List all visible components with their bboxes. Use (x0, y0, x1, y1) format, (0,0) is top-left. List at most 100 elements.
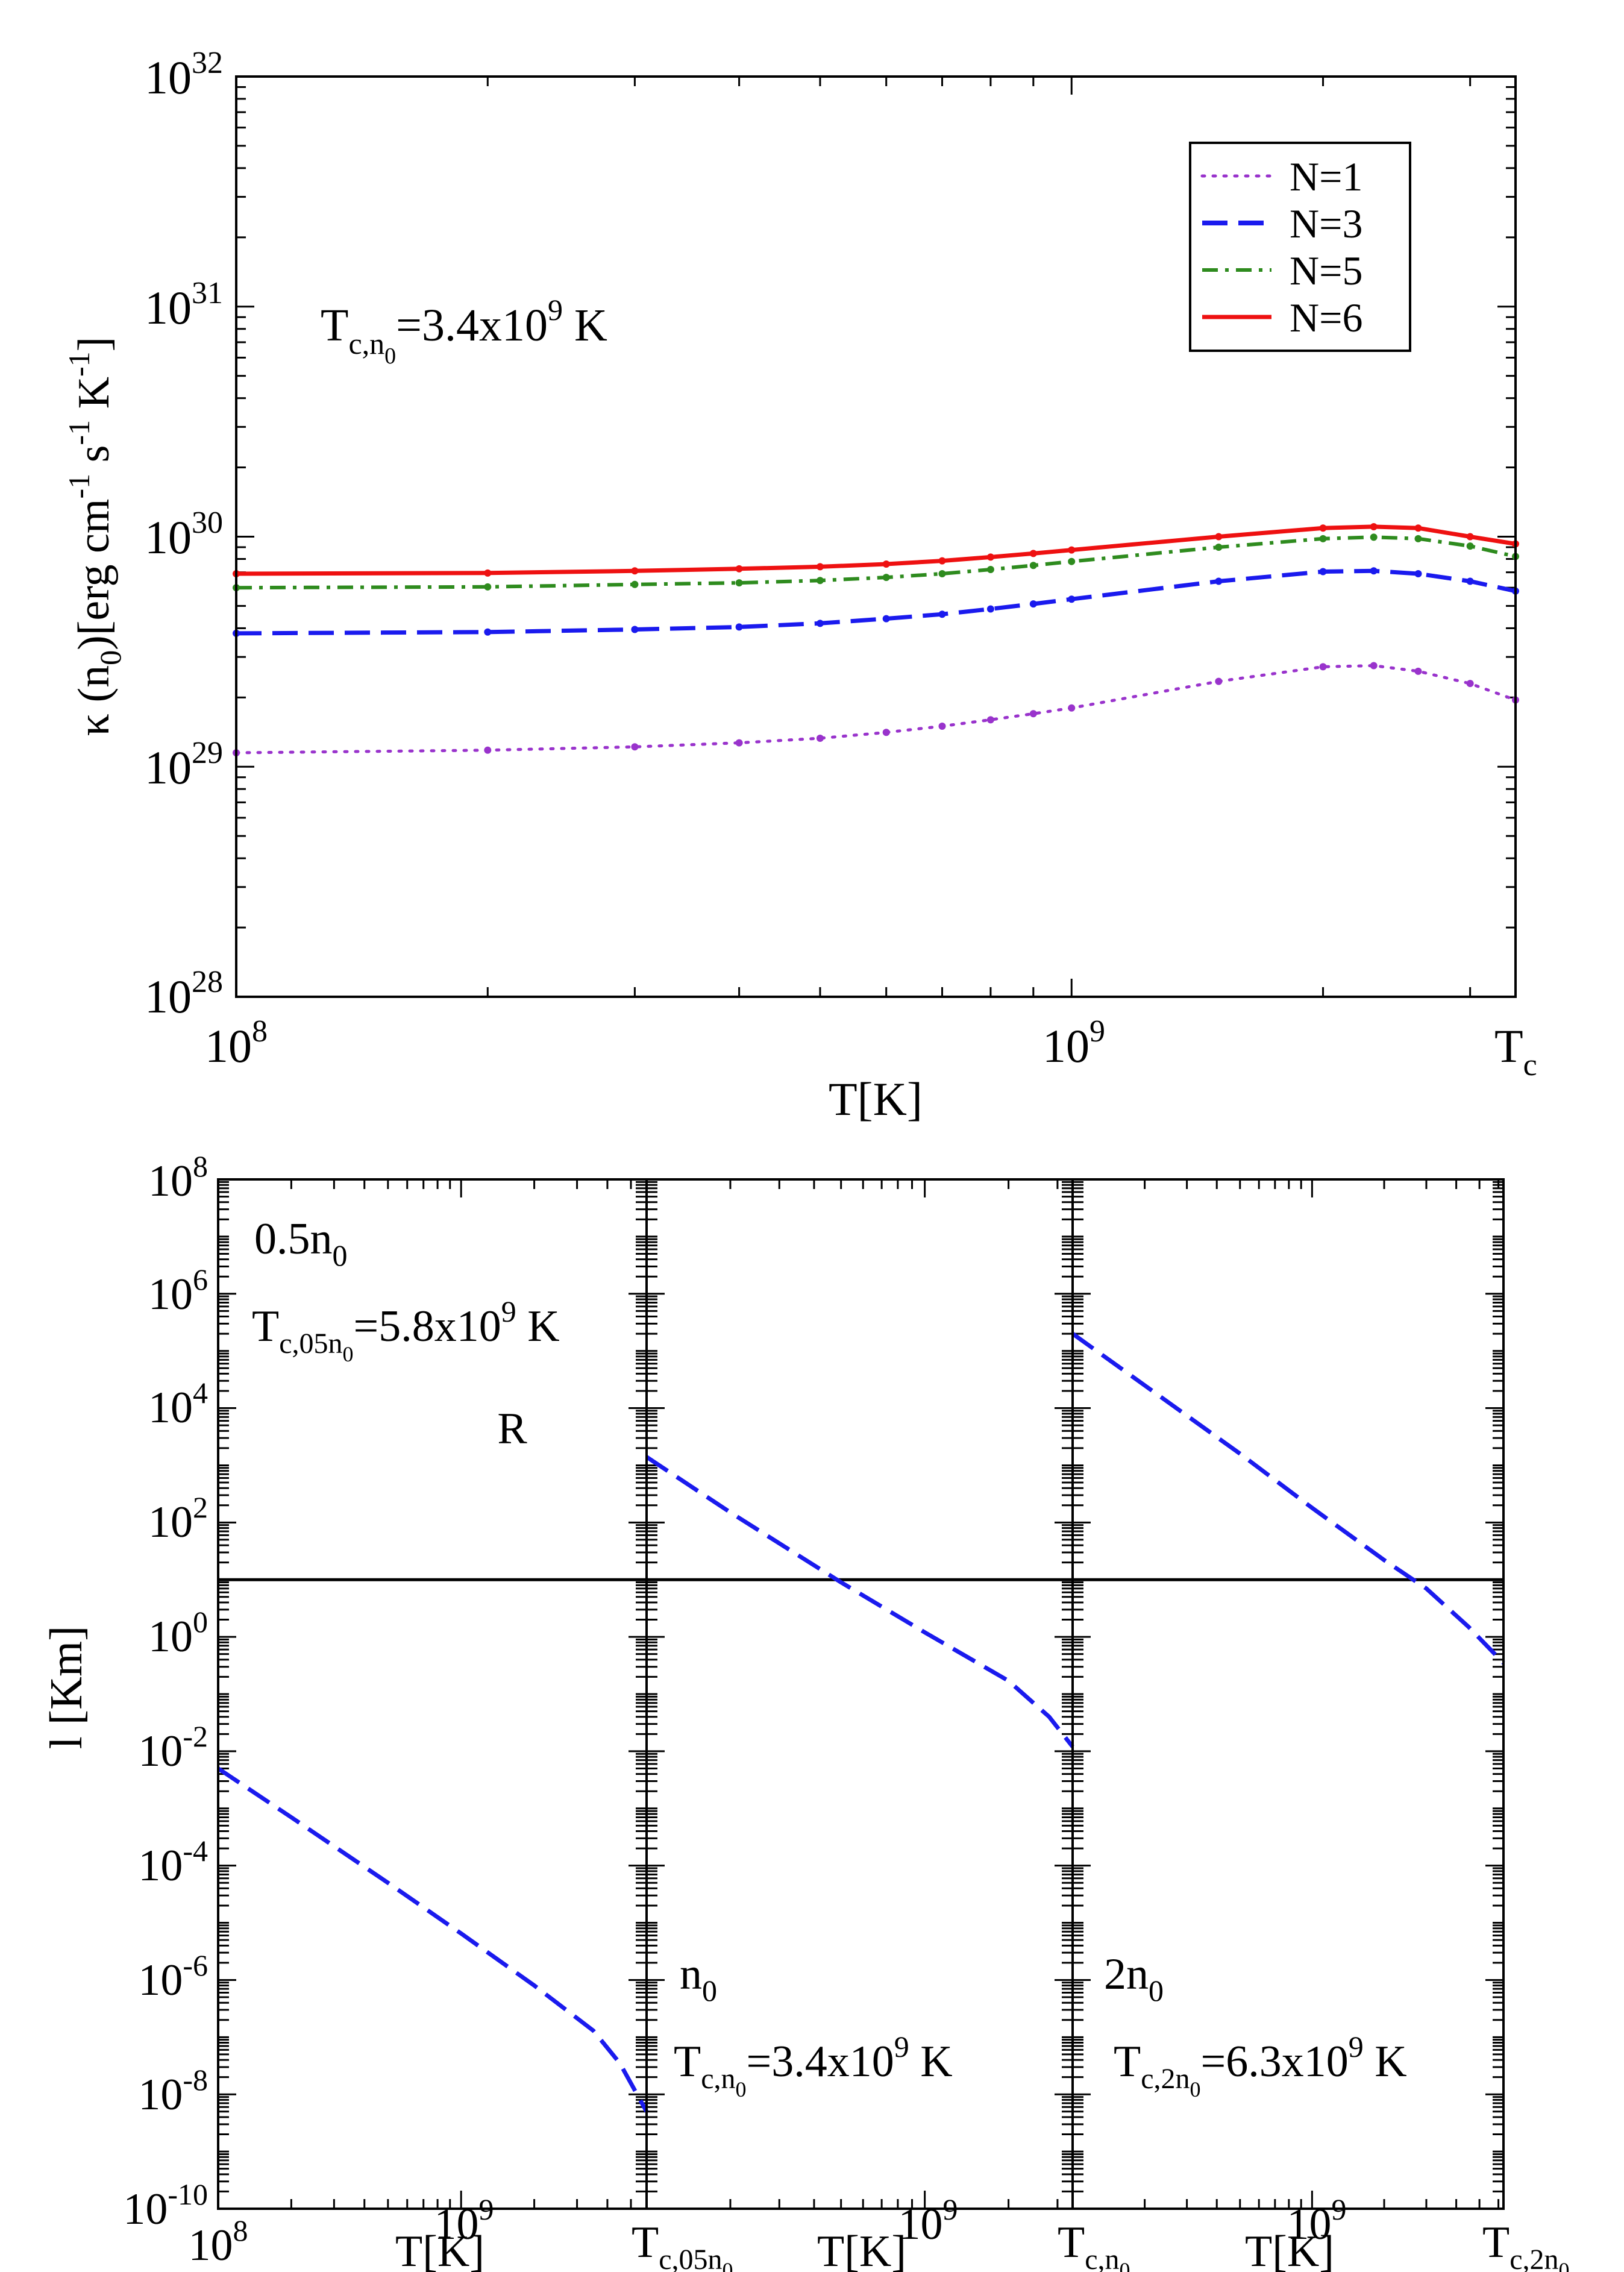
panel-annotation-density: 2n0 (1104, 1950, 1164, 2007)
x-tick-label: 109 (1287, 2192, 1347, 2249)
data-point (1319, 535, 1327, 542)
data-point (1215, 577, 1223, 585)
data-point (631, 567, 639, 575)
data-point (938, 557, 946, 565)
x-tick-label: 108 (205, 1014, 268, 1072)
series-line-n3 (236, 568, 1516, 636)
legend: N=1 N=3 N=5 N=6 (1189, 142, 1411, 352)
data-point (1319, 524, 1327, 532)
panel-annotation-tc: Tc,n0=3.4x109 K (674, 2030, 953, 2101)
series-line-n6 (236, 524, 1516, 576)
y-tick-label: 1030 (145, 506, 223, 563)
y-tick-label: 1032 (145, 46, 223, 104)
data-point (1215, 677, 1223, 685)
data-point (938, 723, 946, 730)
data-point (986, 716, 994, 724)
x-tick-label: 109 (1042, 1014, 1105, 1072)
data-point (986, 553, 994, 561)
x-axis-label: T[K] (829, 1073, 923, 1125)
panel-3-series-line (1071, 1332, 1505, 1665)
data-point (1068, 595, 1076, 603)
data-point (1370, 567, 1378, 575)
panel-annotation-tc: Tc,05n0=5.8x109 K (252, 1294, 560, 1366)
data-point (1215, 543, 1223, 551)
data-point (1466, 680, 1474, 688)
data-point (1370, 662, 1378, 670)
data-point (1319, 663, 1327, 671)
data-point (882, 729, 890, 736)
x-axis-label: T[K] (1245, 2227, 1334, 2272)
data-point (735, 579, 743, 587)
data-point (1215, 533, 1223, 541)
tc-annotation: Tc,n0=3.4x109 K (321, 293, 607, 369)
data-point (735, 623, 743, 631)
data-point (631, 626, 639, 633)
data-point (986, 605, 994, 613)
panel-annotation-density: 0.5n0 (254, 1214, 348, 1272)
data-point (1029, 562, 1037, 570)
data-point (816, 734, 824, 742)
data-point (986, 565, 994, 573)
data-point (484, 583, 492, 591)
legend-label: N=6 (1290, 295, 1362, 340)
data-point (938, 610, 946, 618)
length-chart: 10-10 10-8 10-6 10-4 10-2 100 102 104 10… (41, 1149, 1570, 2272)
x-tick-label-tc: Tc,2n0 (1482, 2218, 1570, 2272)
length-chart-series (217, 1332, 1505, 2113)
data-point (484, 569, 492, 577)
data-point (1029, 710, 1037, 718)
y-tick-label: 10-10 (123, 2177, 208, 2234)
y-tick-label: 1028 (145, 965, 223, 1023)
data-point (735, 565, 743, 573)
data-point (1466, 542, 1474, 550)
length-chart-ticks (218, 1179, 1503, 2210)
x-tick-label-tc: Tc,n0 (1058, 2218, 1130, 2272)
x-tick-label: 109 (898, 2192, 958, 2249)
data-point (1414, 524, 1422, 532)
data-point (816, 620, 824, 627)
data-point (938, 570, 946, 578)
panel-annotation-tc: Tc,2n0=6.3x109 K (1114, 2030, 1407, 2101)
data-point (1414, 535, 1422, 542)
kappa-chart-frame (235, 75, 1517, 998)
legend-label: N=3 (1290, 201, 1362, 246)
data-point (1319, 568, 1327, 576)
reference-line-label: R (497, 1404, 527, 1454)
panel-1-series-line (217, 1766, 649, 2113)
y-axis-label: l [Km] (41, 1626, 92, 1750)
data-point (1466, 577, 1474, 585)
data-point (816, 577, 824, 585)
y-tick-label: 108 (148, 1149, 208, 1206)
y-tick-label: 106 (148, 1263, 208, 1319)
data-point (631, 580, 639, 588)
data-point (1466, 533, 1474, 541)
data-point (484, 628, 492, 636)
panel-2-series-line (645, 1455, 1074, 1748)
legend-label: N=1 (1290, 154, 1362, 199)
x-axis-label: T[K] (817, 2227, 906, 2272)
data-point (882, 560, 890, 568)
data-point (484, 746, 492, 754)
data-point (1029, 550, 1037, 557)
data-point (1029, 600, 1037, 608)
y-tick-label: 100 (148, 1605, 208, 1662)
data-point (1414, 570, 1422, 578)
data-point (1068, 704, 1076, 712)
data-point (1414, 667, 1422, 675)
y-tick-label: 1029 (145, 736, 223, 794)
data-point (1068, 546, 1076, 554)
data-point (1068, 557, 1076, 565)
y-tick-label: 1031 (145, 276, 223, 334)
y-tick-label: 104 (148, 1376, 208, 1433)
panel-annotation-density: n0 (680, 1950, 717, 2007)
data-point (1370, 533, 1378, 541)
y-tick-label: 10-2 (138, 1719, 208, 1776)
x-axis-label: T[K] (395, 2227, 484, 2272)
data-point (882, 615, 890, 623)
kappa-chart: 1028 1029 1030 1031 1032 108 109 Tc T[K]… (62, 46, 1537, 1125)
length-chart-frame (217, 1178, 1505, 2210)
x-tick-label-tc: Tc (1494, 1020, 1537, 1082)
x-tick-label: 109 (434, 2192, 494, 2249)
